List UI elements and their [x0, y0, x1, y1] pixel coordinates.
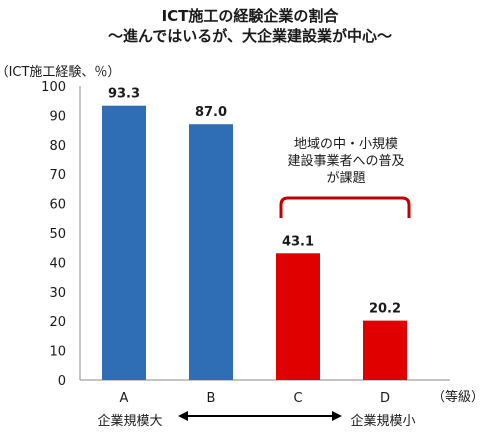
x-axis-ticks: A B C D [120, 391, 390, 406]
y-tick-label: 0 [58, 374, 66, 389]
y-tick-label: 100 [41, 80, 66, 95]
y-tick-label: 10 [49, 345, 66, 360]
size-label-small: 企業規模小 [350, 413, 415, 429]
y-tick-label: 50 [49, 227, 66, 242]
y-tick-label: 70 [49, 168, 66, 183]
bar-C [276, 253, 320, 380]
category-label-C: C [293, 391, 302, 406]
bar-D [363, 320, 407, 380]
category-label-B: B [207, 391, 216, 406]
category-label-D: D [380, 391, 390, 406]
size-arrow [178, 411, 342, 421]
annotation: 地域の中・小規模 建設事業者への普及 が課題 [279, 137, 411, 218]
category-label-A: A [120, 391, 129, 406]
x-axis-label: （等級） [432, 389, 484, 405]
y-tick-label: 30 [49, 286, 66, 301]
y-tick-label: 90 [49, 109, 66, 124]
data-labels: 93.3 87.0 43.1 20.2 [108, 87, 401, 317]
data-label-B: 87.0 [195, 105, 227, 120]
annotation-bracket [279, 196, 411, 218]
annotation-line-2: 建設事業者への普及 [287, 153, 404, 169]
annotation-line-3: が課題 [326, 170, 365, 186]
y-axis-ticks: 0 10 20 30 40 50 60 70 80 90 100 [41, 80, 66, 389]
y-tick-label: 80 [49, 139, 66, 154]
chart-subtitle: ～進んではいるが、大企業建設業が中心～ [108, 27, 392, 45]
data-label-A: 93.3 [108, 87, 140, 102]
size-label-large: 企業規模大 [97, 413, 162, 429]
data-label-D: 20.2 [369, 302, 401, 317]
bar-series [102, 105, 407, 380]
chart-title: ICT施工の経験企業の割合 [161, 7, 339, 25]
y-axis-label: （ICT施工経験、％） [0, 65, 120, 80]
annotation-line-1: 地域の中・小規模 [294, 137, 398, 152]
y-tick-label: 60 [49, 198, 66, 213]
bar-A [102, 105, 146, 380]
y-tick-label: 20 [49, 315, 66, 330]
bar-B [189, 124, 233, 380]
y-tick-label: 40 [49, 256, 66, 271]
data-label-C: 43.1 [282, 234, 314, 249]
